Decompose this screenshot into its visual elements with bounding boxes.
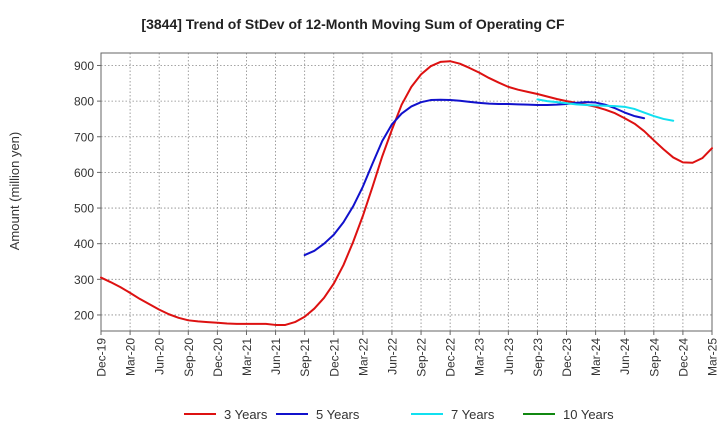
series-line [303,98,646,257]
y-tick-label: 500 [74,202,94,216]
x-tick-label: Jun-21 [269,338,283,375]
x-tick-label: Sep-22 [415,338,429,377]
x-tick-label: Sep-21 [298,338,312,377]
x-tick-label: Jun-24 [618,338,632,375]
x-tick-label: Dec-20 [211,338,225,377]
series-line [100,60,713,326]
y-axis-label: Amount (million yen) [7,132,22,251]
legend: 3 Years 5 Years 7 Years 10 Years [184,407,614,422]
x-tick-label: Mar-24 [589,338,603,376]
x-tick-label: Dec-23 [560,338,574,377]
x-tick-label: Sep-20 [182,338,196,377]
y-tick-label: 700 [74,130,94,144]
x-tick-label: Mar-21 [240,338,254,376]
y-tick-label: 600 [74,166,94,180]
x-tick-label: Sep-23 [531,338,545,377]
legend-label: 5 Years [316,407,360,422]
plot-frame [100,52,713,332]
x-tick-label: Jun-20 [153,338,167,375]
x-tick-label: Mar-25 [706,338,720,376]
series-lines [100,60,713,326]
legend-label: 3 Years [224,407,268,422]
x-tick-label: Mar-23 [473,338,487,376]
y-tick-label: 200 [74,308,94,322]
y-tick-label: 400 [74,237,94,251]
legend-label: 7 Years [451,407,495,422]
x-tick-label: Mar-20 [124,338,138,376]
x-tick-label: Dec-19 [95,338,109,377]
y-tick-label: 900 [74,59,94,73]
y-tick-label: 800 [74,95,94,109]
legend-label: 10 Years [563,407,614,422]
axes: 200 300 400 500 600 700 800 900 Dec-19 Mar-20 Jun-… [74,52,720,377]
y-tick-label: 300 [74,273,94,287]
x-tick-label: Dec-22 [444,338,458,377]
x-tick-label: Dec-24 [676,338,690,377]
x-tick-label: Jun-22 [385,338,399,375]
series-line [536,98,675,122]
x-tick-label: Mar-22 [356,338,370,376]
x-tick-label: Dec-21 [327,338,341,377]
x-tick-label: Jun-23 [502,338,516,375]
x-tick-label: Sep-24 [647,338,661,377]
chart-title: [3844] Trend of StDev of 12-Month Moving… [141,16,565,32]
